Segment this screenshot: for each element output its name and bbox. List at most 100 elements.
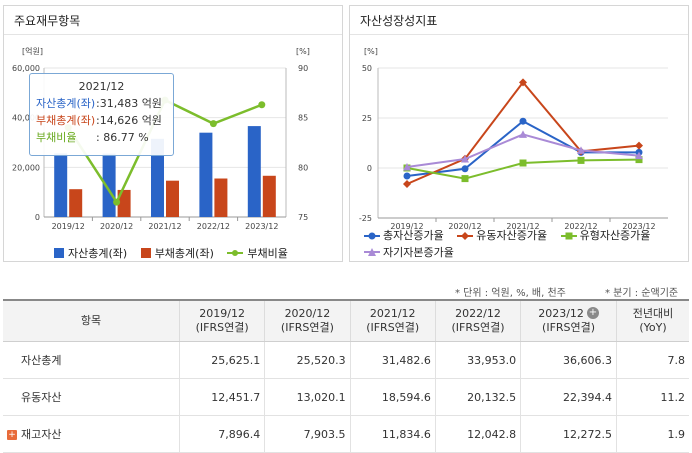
legend-label: 유동자산증가율 (476, 229, 548, 242)
y-unit: [%] (364, 47, 378, 56)
x-tick-label: 2022/12 (197, 222, 230, 231)
header-2022: 2022/12 (IFRS연결) (434, 299, 521, 342)
x-tick-label: 2019/12 (52, 222, 85, 231)
y-tick-label-right: 80 (298, 163, 308, 172)
table-cell: 22,394.4 (520, 378, 617, 416)
legend-label: 자기자본증가율 (383, 245, 454, 259)
tooltip-row-ratio: 부채비율 : 86.77 % (36, 129, 167, 146)
asset-growth-chart[interactable]: -25 0 25 50 [%] 2019/12 2020/12 2021/12 2022/12 2… (350, 36, 688, 231)
y-tick-label-right: 85 (298, 114, 308, 123)
table-row: 유동자산 12,451.7 13,020.1 18,594.6 20,132.5… (3, 378, 689, 416)
series-point (461, 155, 469, 163)
row-label-expandable[interactable]: + 재고자산 (3, 415, 180, 453)
y-tick-label-left: 40,000 (12, 114, 40, 123)
asset-growth-panel: 자산성장성지표 -25 0 25 50 [%] 2019/12 2020/12 2021/12… (349, 5, 689, 262)
chart-legend: 총자산증가율 유동자산증가율 유형자산증가율 자기자본증가율 (364, 228, 684, 261)
tooltip-date: 2021/12 (78, 80, 125, 93)
table-cell: 12,451.7 (178, 378, 265, 416)
point-debt-ratio (113, 198, 121, 206)
header-sublabel: (YoY) (639, 321, 667, 334)
legend-swatch (140, 248, 151, 258)
tooltip-row-assets: 자산총계(좌) :31,483 억원 (36, 95, 167, 112)
table-cell: 20,132.5 (434, 378, 521, 416)
unit-note: * 단위 : 억원, %, 배, 천주 (455, 288, 566, 299)
bar-total-liabilities (166, 180, 179, 217)
header-label: 2023/12 (538, 307, 584, 320)
y-tick-label: 50 (362, 64, 372, 73)
tooltip-label: 부채비율 (36, 131, 77, 144)
bar-total-liabilities (69, 189, 83, 217)
row-label: 재고자산 (21, 428, 62, 441)
series-point (403, 172, 411, 180)
legend-item-equity-growth[interactable]: 자기자본증가율 (364, 245, 454, 260)
table-cell: 25,520.3 (264, 341, 351, 379)
header-sublabel: (IFRS연결) (366, 321, 420, 334)
header-2020: 2020/12 (IFRS연결) (264, 299, 351, 342)
legend-line-marker (364, 248, 380, 256)
series-point (403, 163, 411, 171)
table-cell: 36,606.3 (520, 341, 617, 379)
header-sublabel: (IFRS연결) (280, 321, 334, 334)
series-point (577, 146, 585, 154)
header-label: 2019/12 (199, 307, 245, 320)
table-row: + 재고자산 7,896.4 7,903.5 11,834.6 12,042.8 … (3, 415, 689, 453)
series-point (519, 159, 527, 167)
financial-table: 항목 2019/12 (IFRS연결) 2020/12 (IFRS연결) 2021/… (3, 299, 689, 453)
header-2021: 2021/12 (IFRS연결) (349, 299, 436, 342)
tooltip-row-liabilities: 부채총계(좌) :14,626 억원 (36, 112, 167, 129)
y-tick-label-left: 0 (35, 213, 40, 222)
header-yoy: 전년대비 (YoY) (616, 299, 689, 342)
table-cell: 31,482.6 (349, 341, 436, 379)
point-debt-ratio (258, 101, 266, 109)
tooltip-value: :14,626 억원 (96, 114, 162, 127)
expand-plus-icon[interactable]: + (7, 430, 17, 440)
legend-line-marker (227, 250, 244, 256)
table-row: 자산총계 25,625.1 25,520.3 31,482.6 33,953.0… (3, 341, 689, 379)
legend-item-liabilities[interactable]: 부채총계(좌) (140, 245, 214, 261)
table-cell: 1.9 (616, 415, 689, 453)
y-unit-left: [억원] (22, 46, 43, 56)
legend-item-current-asset-growth[interactable]: 유동자산증가율 (457, 228, 547, 243)
chart-tooltip: 2021/12 자산총계(좌) :31,483 억원 부채총계(좌) :14,6… (29, 73, 174, 156)
tooltip-value: : 86.77 % (96, 131, 149, 144)
table-cell: 7,903.5 (264, 415, 351, 453)
header-label: 2022/12 (455, 307, 501, 320)
panel-title: 자산성장성지표 (360, 14, 438, 28)
table-cell: 11,834.6 (349, 415, 436, 453)
legend-line-marker (457, 231, 474, 240)
add-column-icon[interactable]: + (586, 307, 599, 319)
header-2019: 2019/12 (IFRS연결) (178, 299, 265, 342)
legend-item-tangible-asset-growth[interactable]: 유형자산증가율 (560, 228, 650, 243)
series-point (519, 117, 527, 125)
header-sublabel: (IFRS연결) (542, 321, 596, 334)
table-cell: 11.2 (616, 378, 689, 416)
series-point (635, 156, 643, 164)
table-cell: 12,272.5 (520, 415, 617, 453)
main-financials-chart[interactable]: 0 20,000 40,000 60,000 75 80 85 90 [억원] [%] 2019/1… (4, 36, 342, 241)
bar-total-liabilities (117, 189, 131, 217)
header-label: 항목 (80, 314, 102, 327)
header-sublabel: (IFRS연결) (451, 321, 505, 334)
legend-item-assets[interactable]: 자산총계(좌) (54, 245, 127, 261)
legend-item-total-asset-growth[interactable]: 총자산증가율 (364, 228, 444, 243)
y-tick-label-right: 75 (298, 213, 308, 222)
bar-total-liabilities (214, 178, 228, 217)
table-cell: 7.8 (616, 341, 689, 379)
series-point (519, 78, 527, 87)
bar-total-assets (151, 138, 164, 217)
x-tick-label: 2019/12 (390, 222, 423, 231)
table-cell: 12,042.8 (434, 415, 521, 453)
x-tick-label: 2022/12 (564, 222, 597, 231)
legend-swatch (54, 248, 64, 258)
header-label: 전년대비 (632, 307, 674, 320)
divider (350, 34, 688, 35)
legend-label: 부채비율 (247, 247, 288, 260)
table-cell: 13,020.1 (264, 378, 351, 416)
x-tick-label: 2023/12 (622, 222, 655, 231)
series-point (461, 175, 469, 183)
bar-total-liabilities (262, 175, 276, 217)
legend-item-debt-ratio[interactable]: 부채비율 (227, 245, 288, 261)
series-point (635, 151, 643, 160)
point-debt-ratio (209, 120, 217, 128)
x-tick-label: 2021/12 (506, 222, 539, 231)
